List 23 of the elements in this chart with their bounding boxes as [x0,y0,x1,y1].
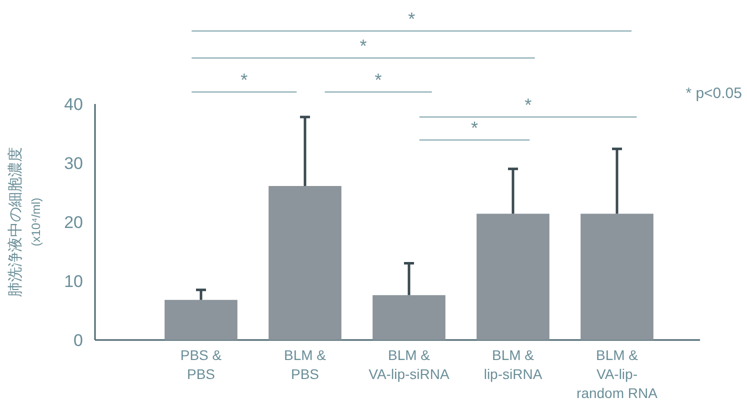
x-tick-label: BLM & PBS [284,347,327,382]
bar [268,186,342,340]
x-tick-label: BLM & VA-lip-siRNA [368,347,450,382]
bar [476,214,550,340]
x-tick-label: PBS & PBS [180,347,222,382]
x-tick-label: BLM & lip-siRNA [484,347,543,382]
x-tick-label: BLM & VA-lip- random RNA [576,347,658,401]
y-axis-title: 肺洗浄液中の細胞濃度 (x10⁴/ml) [7,147,43,297]
annotation: * [524,95,532,115]
text: * [374,70,382,90]
annotation: * [471,118,478,138]
bar [580,214,654,340]
text: * p<0.05 [686,85,742,102]
text: * [360,36,367,56]
y-tick-label: 0 [74,331,83,350]
text: * [408,9,416,29]
y-tick-label: 20 [64,213,83,232]
text: * [240,70,248,90]
y-tick-label: 10 [64,272,83,291]
y-tick-label: 30 [64,154,83,173]
bar [164,300,238,340]
y-tick-label: 40 [64,95,83,114]
bar [372,295,446,340]
